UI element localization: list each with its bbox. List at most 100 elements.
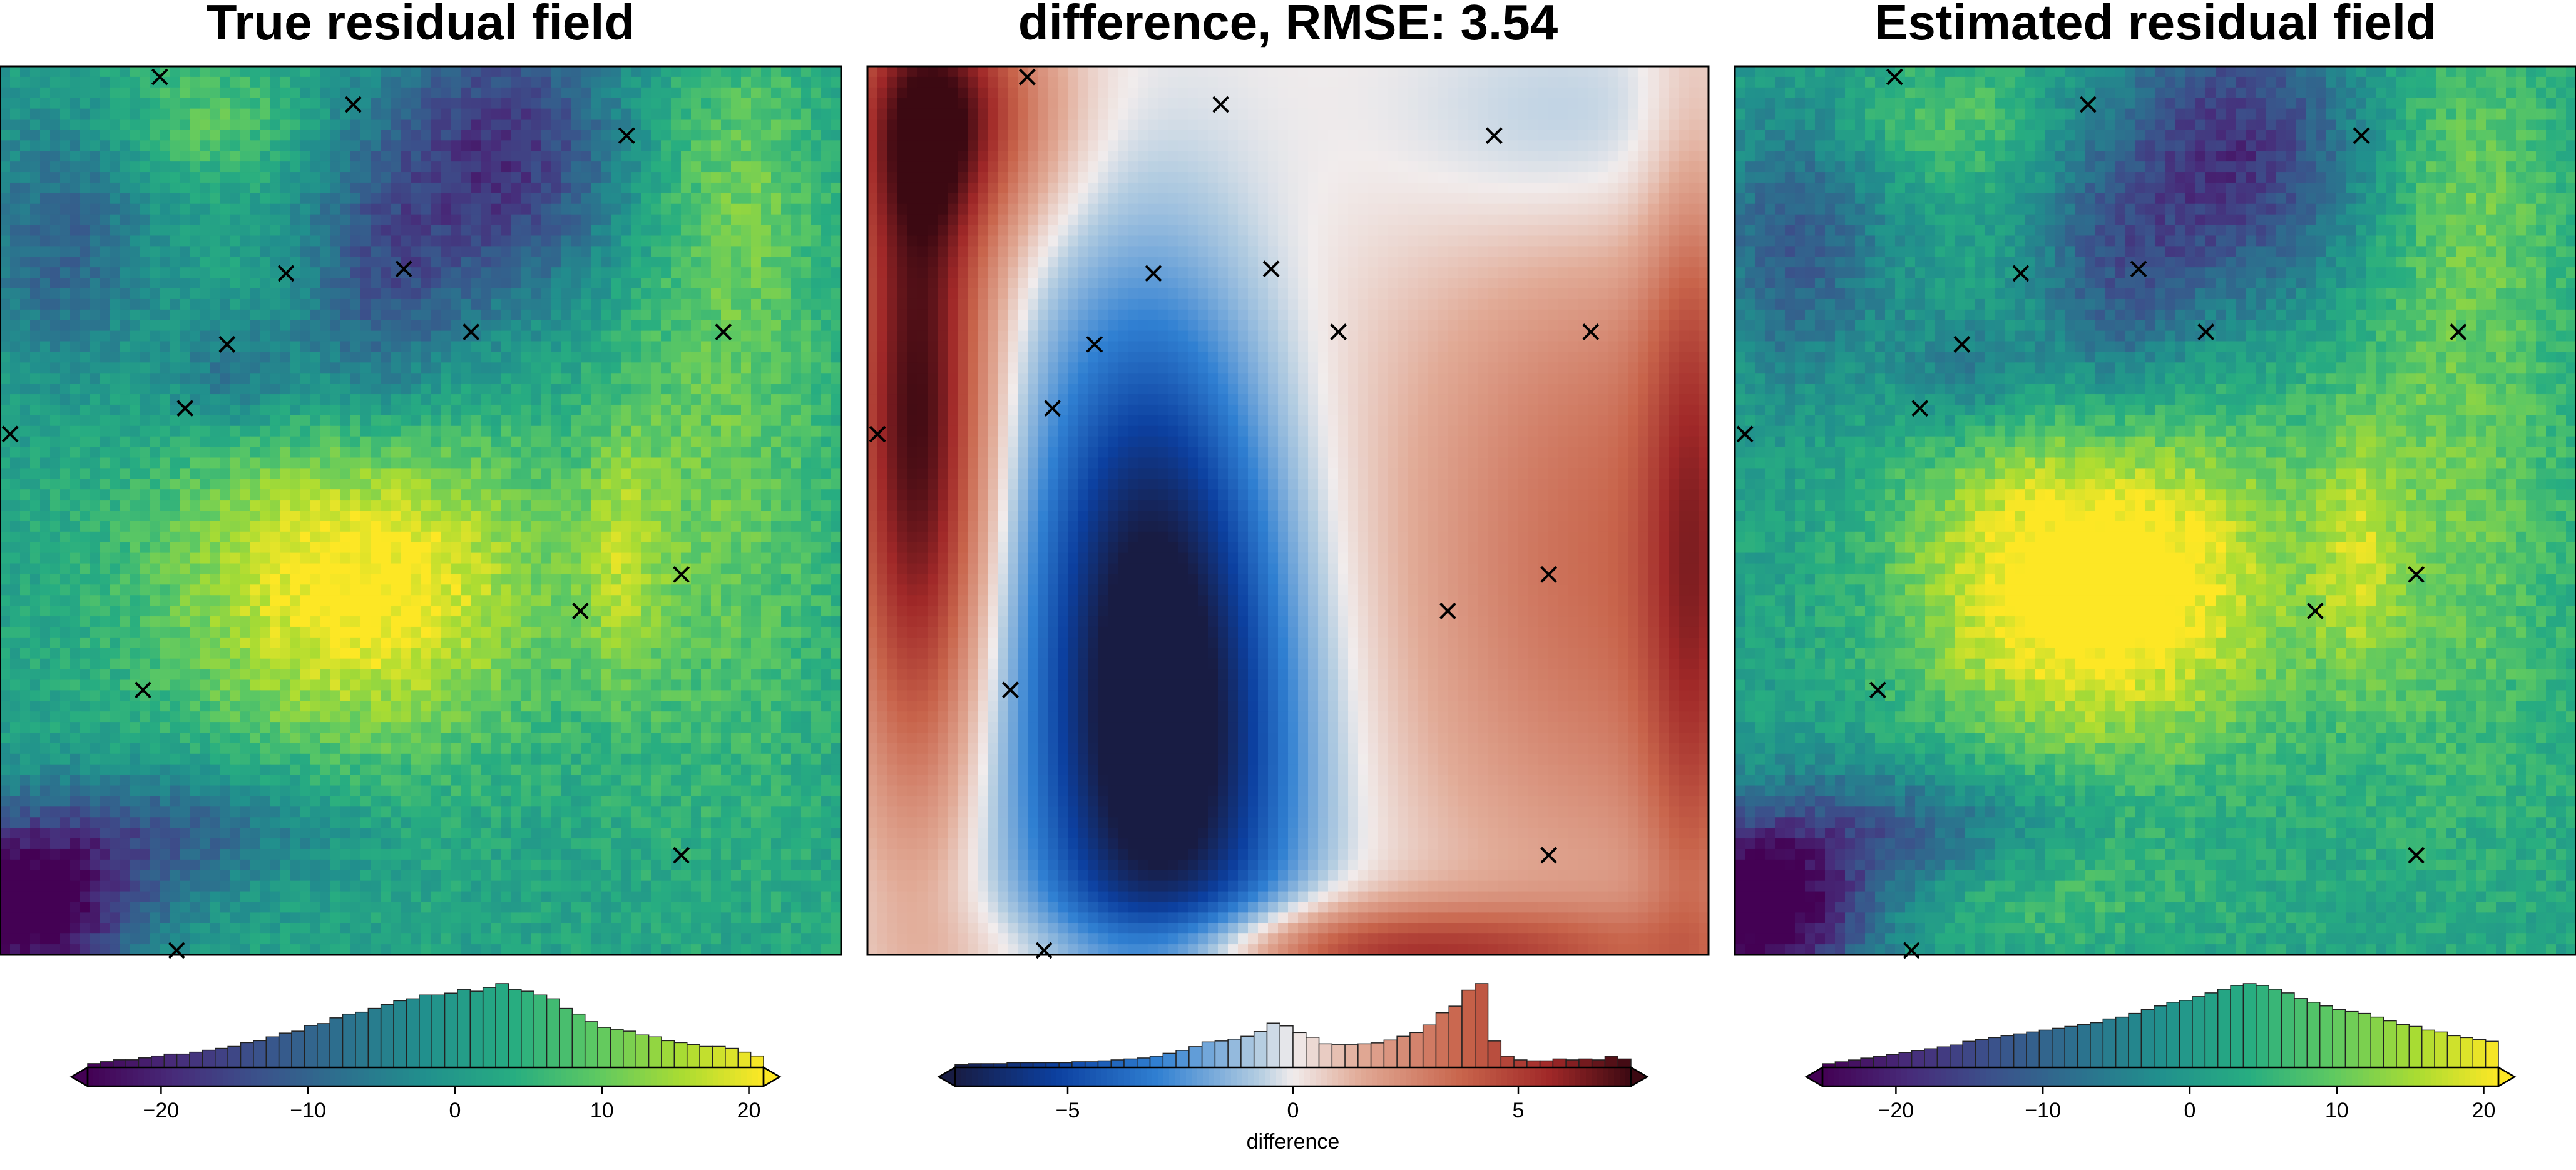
- heatmap-cell: [40, 140, 51, 151]
- heatmap-cell: [741, 87, 752, 99]
- heatmap-cell: [160, 404, 171, 416]
- heatmap-cell: [631, 669, 641, 681]
- heatmap-cell: [571, 384, 581, 395]
- heatmap-cell: [340, 362, 351, 374]
- heatmap-cell: [350, 679, 361, 691]
- heatmap-cell: [741, 500, 752, 511]
- heatmap-cell: [571, 394, 581, 405]
- heatmap-cell: [601, 66, 611, 78]
- heatmap-cell: [571, 288, 581, 300]
- heatmap-cell: [40, 394, 51, 405]
- heatmap-cell: [811, 531, 822, 543]
- heatmap-cell: [591, 563, 601, 575]
- heatmap-cell: [300, 130, 311, 141]
- heatmap-cell: [250, 108, 261, 120]
- heatmap-cell: [210, 246, 221, 257]
- heatmap-cell: [270, 415, 281, 427]
- heatmap-cell: [561, 214, 571, 226]
- heatmap-cell: [441, 447, 451, 459]
- heatmap-cell: [511, 288, 521, 300]
- heatmap-cell: [170, 246, 181, 257]
- heatmap-cell: [441, 658, 451, 670]
- heatmap-cell: [371, 637, 381, 649]
- heatmap-cell: [541, 341, 551, 353]
- heatmap-cell: [421, 384, 431, 395]
- heatmap-cell: [551, 87, 561, 99]
- heatmap-cell: [531, 193, 541, 205]
- heatmap-cell: [621, 404, 631, 416]
- heatmap-cell: [511, 309, 521, 321]
- heatmap-cell: [270, 658, 281, 670]
- heatmap-cell: [160, 415, 171, 427]
- heatmap-cell: [541, 511, 551, 522]
- heatmap-cell: [150, 394, 161, 405]
- heatmap-cell: [821, 384, 832, 395]
- heatmap-cell: [240, 637, 251, 649]
- heatmap-cell: [40, 521, 51, 532]
- heatmap-cell: [290, 669, 301, 681]
- heatmap-cell: [100, 479, 111, 490]
- heatmap-cell: [701, 98, 712, 109]
- heatmap-cell: [150, 320, 161, 332]
- heatmap-cell: [691, 182, 702, 194]
- heatmap-cell: [200, 552, 211, 564]
- heatmap-cell: [70, 637, 81, 649]
- heatmap-cell: [721, 341, 732, 353]
- heatmap-cell: [340, 394, 351, 405]
- heatmap-cell: [601, 489, 611, 501]
- heatmap-cell: [80, 521, 91, 532]
- heatmap-cell: [491, 658, 501, 670]
- heatmap-cell: [300, 151, 311, 162]
- heatmap-cell: [711, 436, 722, 448]
- heatmap-cell: [811, 140, 822, 151]
- heatmap-cell: [60, 257, 71, 268]
- heatmap-cell: [611, 320, 621, 332]
- heatmap-cell: [471, 278, 481, 289]
- heatmap-cell: [471, 658, 481, 670]
- heatmap-cell: [661, 267, 672, 278]
- heatmap-cell: [270, 521, 281, 532]
- heatmap-cell: [541, 130, 551, 141]
- heatmap-cell: [831, 108, 842, 120]
- heatmap-cell: [90, 489, 101, 501]
- heatmap-cell: [180, 320, 191, 332]
- heatmap-cell: [611, 172, 621, 183]
- heatmap-cell: [491, 457, 501, 469]
- heatmap-cell: [551, 500, 561, 511]
- heatmap-cell: [681, 246, 692, 257]
- heatmap-cell: [421, 584, 431, 596]
- heatmap-cell: [651, 278, 662, 289]
- heatmap-cell: [40, 373, 51, 384]
- heatmap-cell: [130, 352, 141, 363]
- heatmap-cell: [461, 352, 471, 363]
- heatmap-cell: [240, 626, 251, 638]
- heatmap-cell: [100, 679, 111, 691]
- heatmap-cell: [150, 130, 161, 141]
- heatmap-cell: [80, 352, 91, 363]
- heatmap-cell: [210, 595, 221, 606]
- heatmap-cell: [651, 130, 662, 141]
- heatmap-cell: [300, 214, 311, 226]
- heatmap-cell: [591, 384, 601, 395]
- heatmap-cell: [130, 130, 141, 141]
- heatmap-cell: [551, 309, 561, 321]
- heatmap-cell: [381, 626, 391, 638]
- heatmap-cell: [791, 193, 802, 205]
- heatmap-cell: [0, 214, 11, 226]
- heatmap-cell: [421, 531, 431, 543]
- heatmap-cell: [501, 140, 511, 151]
- heatmap-cell: [360, 658, 371, 670]
- heatmap-cell: [250, 76, 261, 88]
- heatmap-cell: [320, 330, 331, 342]
- heatmap-cell: [671, 225, 682, 237]
- heatmap-cell: [651, 563, 662, 575]
- heatmap-cell: [290, 468, 301, 479]
- heatmap-cell: [561, 457, 571, 469]
- heatmap-cell: [631, 130, 641, 141]
- heatmap-cell: [761, 479, 772, 490]
- heatmap-cell: [651, 235, 662, 247]
- heatmap-cell: [240, 521, 251, 532]
- heatmap-cell: [200, 151, 211, 162]
- heatmap-cell: [801, 203, 812, 215]
- heatmap-cell: [741, 489, 752, 501]
